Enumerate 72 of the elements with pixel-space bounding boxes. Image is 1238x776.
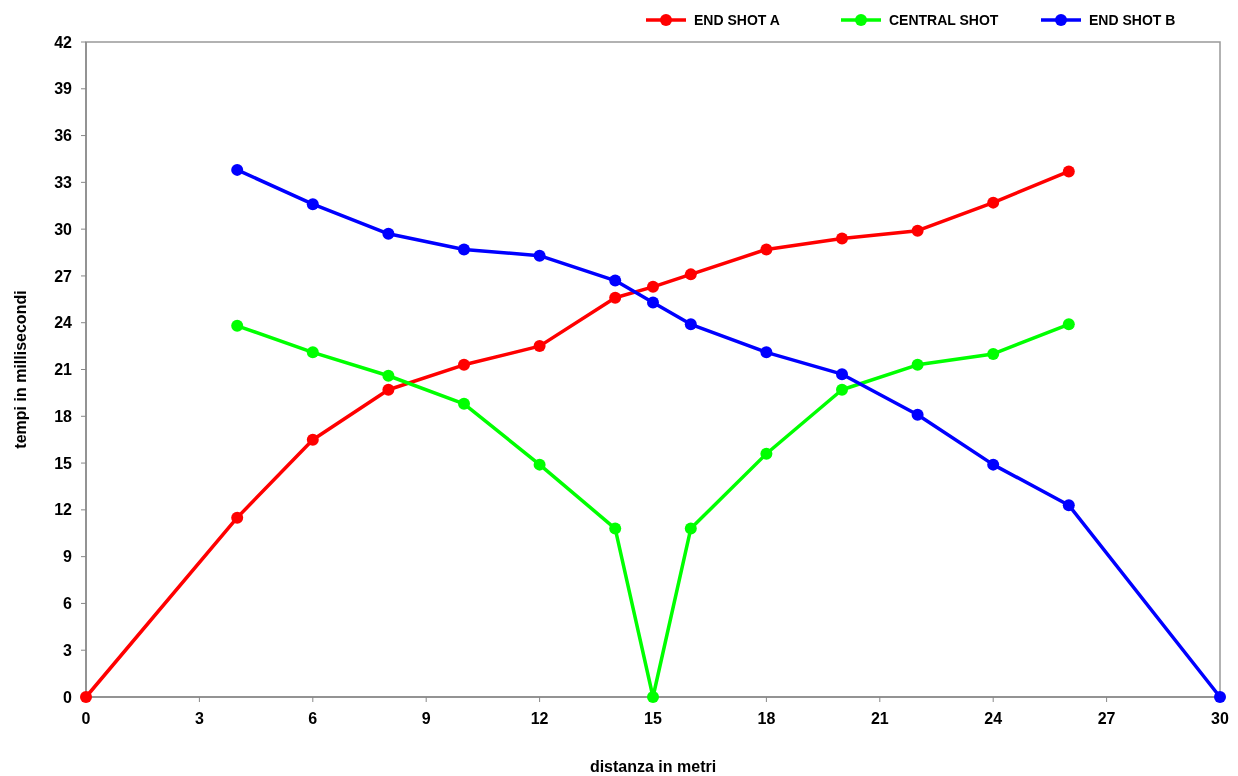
y-tick-label: 15: [54, 454, 73, 472]
point: [836, 368, 848, 381]
x-tick-label: 24: [984, 710, 1003, 727]
point: [1214, 691, 1226, 703]
point: [836, 232, 848, 245]
point: [458, 397, 470, 410]
point: [760, 346, 773, 359]
point: [836, 383, 848, 396]
point: [609, 274, 622, 287]
point: [533, 249, 546, 262]
x-tick-label: 9: [421, 710, 431, 727]
point: [533, 340, 546, 353]
point: [760, 243, 773, 256]
point: [911, 408, 924, 421]
point: [911, 224, 924, 237]
legend-label: CENTRAL SHOT: [889, 11, 999, 28]
point: [533, 458, 546, 471]
point: [1062, 499, 1075, 512]
y-tick-label: 42: [54, 33, 73, 51]
y-tick-label: 3: [63, 641, 73, 659]
point: [1062, 318, 1075, 331]
point: [458, 243, 470, 256]
x-tick-label: 15: [644, 710, 662, 727]
point: [911, 358, 924, 371]
point: [760, 447, 773, 460]
point: [609, 291, 622, 304]
point: [987, 347, 1000, 360]
y-tick-label: 24: [54, 314, 73, 332]
point: [458, 358, 470, 371]
y-tick-label: 21: [54, 361, 73, 379]
x-tick-label: 30: [1211, 710, 1229, 727]
point: [306, 198, 319, 211]
y-tick-label: 6: [63, 595, 73, 613]
y-tick-label: 12: [54, 501, 73, 519]
point: [647, 296, 659, 309]
y-tick-label: 18: [54, 407, 73, 425]
y-tick-label: 0: [63, 688, 73, 706]
x-axis-title: distanza in metri: [589, 758, 717, 775]
y-tick-label: 9: [63, 548, 73, 566]
point: [382, 383, 395, 396]
y-tick-label: 33: [54, 173, 73, 191]
point: [684, 318, 697, 331]
point: [80, 691, 92, 703]
legend-label: END SHOT B: [1089, 11, 1176, 28]
point: [987, 458, 1000, 471]
y-tick-label: 27: [54, 267, 73, 285]
point: [231, 163, 244, 176]
x-tick-label: 12: [530, 710, 549, 727]
point: [684, 268, 697, 281]
point: [987, 196, 1000, 209]
point: [1062, 165, 1075, 178]
point: [647, 691, 659, 703]
x-tick-label: 3: [194, 710, 204, 727]
y-tick-label: 30: [54, 220, 73, 238]
point: [684, 522, 697, 535]
y-axis-title: tempi in millisecondi: [12, 290, 29, 449]
x-tick-label: 6: [308, 710, 318, 727]
legend-label: END SHOT A: [694, 11, 780, 28]
point: [609, 522, 622, 535]
x-tick-label: 18: [757, 710, 776, 727]
point: [231, 511, 244, 524]
x-tick-label: 0: [81, 710, 91, 727]
point: [306, 346, 319, 359]
point: [306, 433, 319, 446]
point: [382, 369, 395, 382]
point: [231, 319, 244, 332]
x-tick-label: 27: [1097, 710, 1116, 727]
point: [647, 280, 659, 293]
point: [382, 227, 395, 240]
x-tick-label: 21: [870, 710, 889, 727]
y-tick-label: 36: [54, 127, 73, 145]
y-tick-label: 39: [54, 80, 73, 98]
